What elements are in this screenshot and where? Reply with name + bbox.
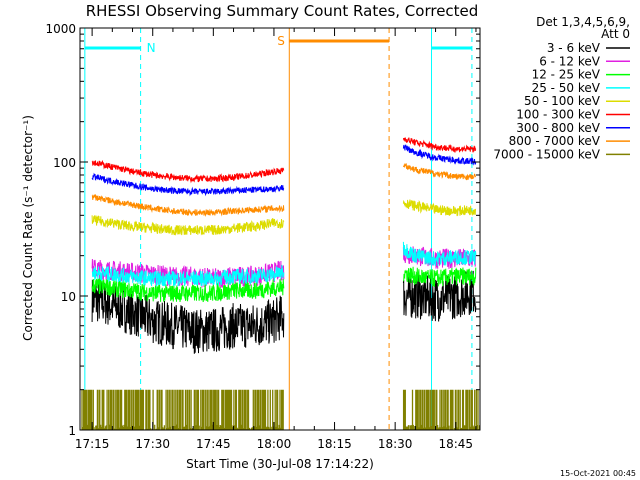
x-tick-label: 17:30	[135, 437, 170, 451]
y-tick-label: 1	[68, 424, 76, 438]
legend-entry-label: 300 - 800 keV	[516, 121, 600, 135]
series-5-line	[91, 137, 477, 184]
series-4-line	[91, 199, 476, 236]
legend-entry-label: 50 - 100 keV	[524, 94, 601, 108]
night-label: N	[147, 41, 156, 55]
legend-entry-label: 800 - 7000 keV	[509, 134, 601, 148]
legend-entry-label: 6 - 12 keV	[539, 54, 601, 68]
x-tick-label: 18:45	[438, 437, 473, 451]
x-tick-label: 18:00	[257, 437, 292, 451]
legend-entry-label: 7000 - 15000 keV	[493, 147, 600, 161]
legend-title-line2: Att 0	[601, 27, 630, 41]
y-axis-label: Corrected Count Rate (s⁻¹ detector⁻¹)	[21, 115, 35, 341]
series-6-line	[91, 144, 477, 197]
x-axis-label: Start Time (30-Jul-08 17:14:22)	[186, 457, 374, 471]
legend-entry-label: 12 - 25 keV	[532, 68, 601, 82]
series-2-line	[91, 266, 477, 303]
legend-entry-label: 25 - 50 keV	[532, 81, 601, 95]
mark-layer	[81, 137, 481, 430]
x-tick-label: 17:15	[75, 437, 110, 451]
x-tick-label: 18:15	[317, 437, 352, 451]
axes: 17:15 17:30 17:45 18:00 18:15 18:30 18:45 1 10 10…	[45, 22, 481, 451]
chart-title: RHESSI Observing Summary Count Rates, Co…	[86, 2, 479, 20]
plot-frame	[79, 27, 481, 431]
x-tick-label: 18:30	[378, 437, 413, 451]
legend-entry-label: 100 - 300 keV	[516, 108, 600, 122]
footer-timestamp: 15-Oct-2021 00:45	[560, 469, 636, 478]
legend-title-line1: Det 1,3,4,5,6,9,	[536, 15, 630, 29]
y-tick-label: 10	[61, 290, 76, 304]
legend-entry-label: 3 - 6 keV	[547, 41, 601, 55]
series-7-line	[91, 162, 477, 218]
y-tick-label: 100	[53, 156, 76, 170]
x-tick-label: 17:45	[196, 437, 231, 451]
saa-label: S	[277, 34, 285, 48]
series-3-line	[91, 241, 477, 287]
y-tick-label: 1000	[45, 22, 76, 36]
